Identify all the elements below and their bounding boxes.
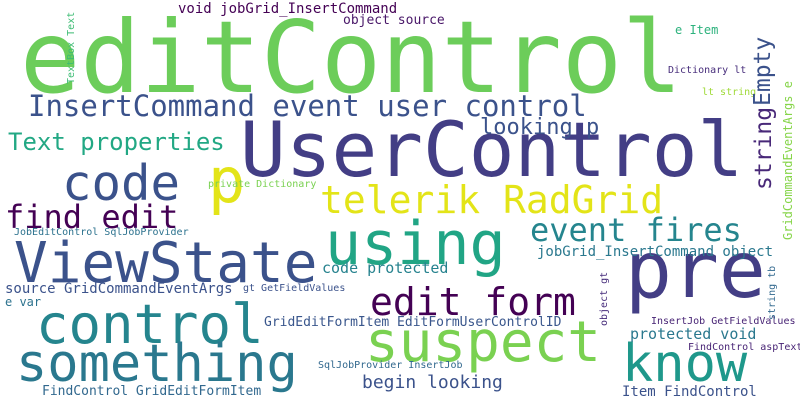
word-edit-form: edit form [370, 280, 576, 324]
word-findcontrol-grideditformitem: FindControl GridEditFormItem [42, 384, 262, 399]
word-editcontrol: editControl [20, 0, 683, 116]
word-gt-getfieldvalues: gt GetFieldValues [243, 283, 346, 294]
word-code-protected: code protected [322, 259, 449, 277]
word-string-vertical: string [751, 106, 777, 190]
word-protected-void: protected void [630, 325, 757, 343]
word-know: know [622, 334, 748, 394]
word-e-item: e Item [675, 23, 719, 37]
word-empty: Empty [750, 36, 776, 106]
word-dictionary-lt: Dictionary lt [668, 65, 747, 76]
word-insertjob-getfieldvalues: InsertJob GetFieldValues [651, 316, 796, 327]
word-telerik-radgrid: telerik RadGrid [320, 178, 664, 222]
word-using: using [325, 209, 506, 279]
word-object-gt: object gt [599, 271, 610, 326]
word-sqljobprovider-insertjob: SqlJobProvider InsertJob [318, 360, 463, 371]
word-item-findcontrol: Item FindControl [622, 384, 757, 400]
word-void-jobgrid-insertcommand: void jobGrid_InsertCommand [178, 1, 398, 17]
word-looking-p: looking p [480, 115, 600, 140]
word-suspect: suspect [365, 310, 602, 375]
word-pre: pre [625, 226, 766, 316]
word-viewstate: ViewState [14, 231, 318, 296]
word-something: something [16, 334, 298, 394]
word-control: control [36, 293, 264, 356]
word-jobeditcontrol-sqljobprovider: JobEditControl SqlJobProvider [14, 227, 189, 238]
word-e-var: e var [5, 295, 42, 309]
word-grideditformitem-editformusercontrolid: GridEditFormItem EditFormUserControlID [264, 315, 562, 330]
word-object-source: object source [343, 13, 445, 28]
word-insertcommand-event-user-control: InsertCommand event user control [28, 89, 587, 123]
word-textbox-text: TextBox Text [66, 11, 77, 84]
word-string-tb: string tb [767, 265, 778, 320]
word-text-properties: Text properties [8, 128, 225, 156]
word-gridcommandeventargs-e: GridCommandEventArgs e [781, 81, 795, 240]
word-jobgrid-insertcommand-object: jobGrid_InsertCommand object [537, 244, 774, 260]
word-p-large: p [208, 144, 246, 217]
word-source-gridcommandeventargs: source GridCommandEventArgs [5, 281, 233, 297]
word-findcontrol-asptext: FindControl aspText [688, 342, 800, 353]
word-lt-string: lt string [702, 87, 757, 98]
word-event-fires: event fires [530, 211, 742, 249]
word-find-edit: find edit [5, 198, 179, 236]
word-code: code [62, 155, 181, 212]
word-begin-looking: begin looking [362, 372, 503, 393]
word-usercontrol: UserControl [240, 105, 744, 194]
word-private-dictionary: private Dictionary [208, 179, 317, 190]
